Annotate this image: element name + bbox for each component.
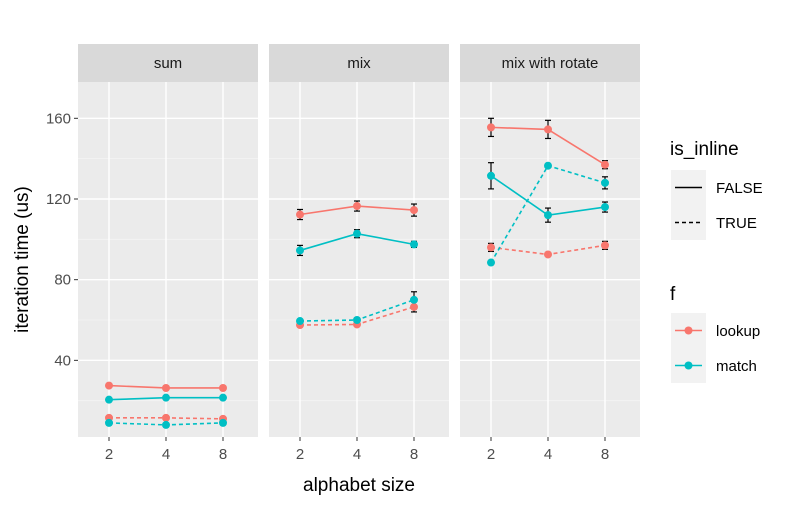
data-point-match xyxy=(410,240,418,249)
x-tick-label: 8 xyxy=(601,446,609,463)
data-point-lookup xyxy=(162,413,170,422)
x-tick-label: 8 xyxy=(219,446,227,463)
data-point-match xyxy=(410,295,418,304)
legend-label-false: FALSE xyxy=(716,180,763,197)
data-point-lookup xyxy=(601,160,609,169)
panels-layer: sum mix mix with rotate xyxy=(78,44,640,437)
x-tick-label: 8 xyxy=(410,446,418,463)
x-tick-label: 2 xyxy=(296,446,304,463)
axes-layer: 2 4 8 2 4 8 2 4 8 40 80 120 160 xyxy=(46,110,609,463)
data-point-lookup xyxy=(219,383,227,392)
data-point-lookup xyxy=(162,383,170,392)
facet-strip-label: mix with rotate xyxy=(502,55,599,72)
data-point-lookup xyxy=(296,210,304,219)
facet-panel-3: mix with rotate xyxy=(460,44,640,437)
x-axis-title: alphabet size xyxy=(303,475,415,496)
data-point-match xyxy=(353,229,361,238)
data-point-match xyxy=(162,420,170,429)
x-tick-label: 4 xyxy=(544,446,552,463)
x-tick-label: 4 xyxy=(353,446,361,463)
legend-label-match: match xyxy=(716,358,757,375)
y-axis-title: iteration time (us) xyxy=(12,186,33,333)
data-point-match xyxy=(353,316,361,325)
facet-strip xyxy=(269,44,449,82)
data-point-match xyxy=(544,211,552,220)
x-tick-label: 2 xyxy=(105,446,113,463)
data-point-match xyxy=(601,203,609,212)
data-point-match xyxy=(544,161,552,170)
data-point-match xyxy=(487,171,495,180)
y-tick-label: 80 xyxy=(54,272,71,289)
y-tick-label: 160 xyxy=(46,110,71,127)
x-tick-label: 4 xyxy=(162,446,170,463)
data-point-match xyxy=(162,393,170,402)
data-point-match xyxy=(601,178,609,187)
legend-key-point-match xyxy=(684,361,693,370)
y-tick-label: 120 xyxy=(46,191,71,208)
facet-strip-label: sum xyxy=(154,55,182,72)
legend-key-point-lookup xyxy=(684,326,693,335)
data-point-lookup xyxy=(410,302,418,311)
legend-f-title: f xyxy=(670,284,676,305)
panel-background xyxy=(269,82,449,437)
data-point-match xyxy=(105,418,113,427)
data-point-lookup xyxy=(544,125,552,134)
data-point-match xyxy=(487,258,495,267)
legend-label-lookup: lookup xyxy=(716,323,760,340)
data-point-lookup xyxy=(601,241,609,250)
y-tick-label: 40 xyxy=(54,352,71,369)
data-point-match xyxy=(296,317,304,326)
data-point-match xyxy=(296,246,304,255)
data-point-match xyxy=(219,393,227,402)
panel-background xyxy=(460,82,640,437)
facet-strip xyxy=(460,44,640,82)
facet-panel-1: sum xyxy=(78,44,258,437)
data-point-lookup xyxy=(487,243,495,252)
data-point-lookup xyxy=(487,123,495,132)
data-point-lookup xyxy=(544,250,552,259)
data-point-match xyxy=(105,395,113,404)
data-point-lookup xyxy=(410,206,418,215)
data-point-lookup xyxy=(353,202,361,211)
legend-is-inline-title: is_inline xyxy=(670,139,739,160)
x-tick-label: 2 xyxy=(487,446,495,463)
legend-is-inline: is_inline FALSE TRUE xyxy=(670,139,763,240)
legend-f: f lookup match xyxy=(670,284,760,383)
facet-strip-label: mix xyxy=(347,55,371,72)
panel-background xyxy=(78,82,258,437)
legend-label-true: TRUE xyxy=(716,215,757,232)
data-point-match xyxy=(219,418,227,427)
facet-strip xyxy=(78,44,258,82)
data-point-lookup xyxy=(105,381,113,390)
facet-panel-2: mix xyxy=(269,44,449,437)
